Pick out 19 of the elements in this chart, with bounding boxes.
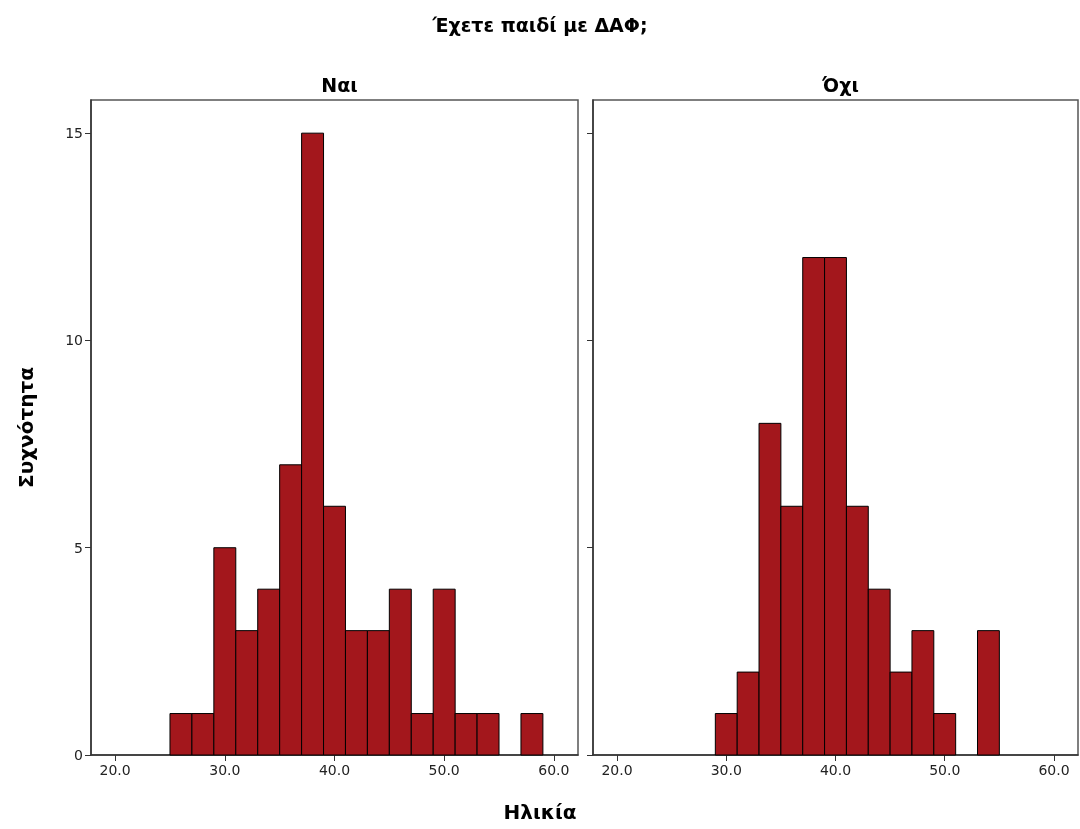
x-tick-label: 30.0 [209,762,241,778]
x-tick-label: 50.0 [929,762,961,778]
y-axis-title: Συχνότητα [14,367,38,488]
y-tick-label: 0 [74,747,83,763]
x-tick-label: 60.0 [1038,762,1070,778]
chart-title: Ναι [321,73,358,96]
chart-title: Όχι [821,73,859,96]
text: Έχετε παιδί με ΔΑΦ; [431,14,649,36]
x-tick-label: 30.0 [710,762,742,778]
x-tick-label: 20.0 [601,762,633,778]
x-tick-label: 40.0 [318,762,351,778]
y-tick-label: 15 [65,125,83,142]
x-tick-label: 20.0 [99,762,131,778]
x-tick-label: 60.0 [538,762,570,778]
y-tick-label: 10 [65,332,83,349]
y-tick-label: 5 [74,539,83,556]
x-tick-label: 40.0 [819,762,852,778]
x-axis-title: Ηλικία [502,800,578,824]
x-tick-label: 50.0 [428,762,460,778]
